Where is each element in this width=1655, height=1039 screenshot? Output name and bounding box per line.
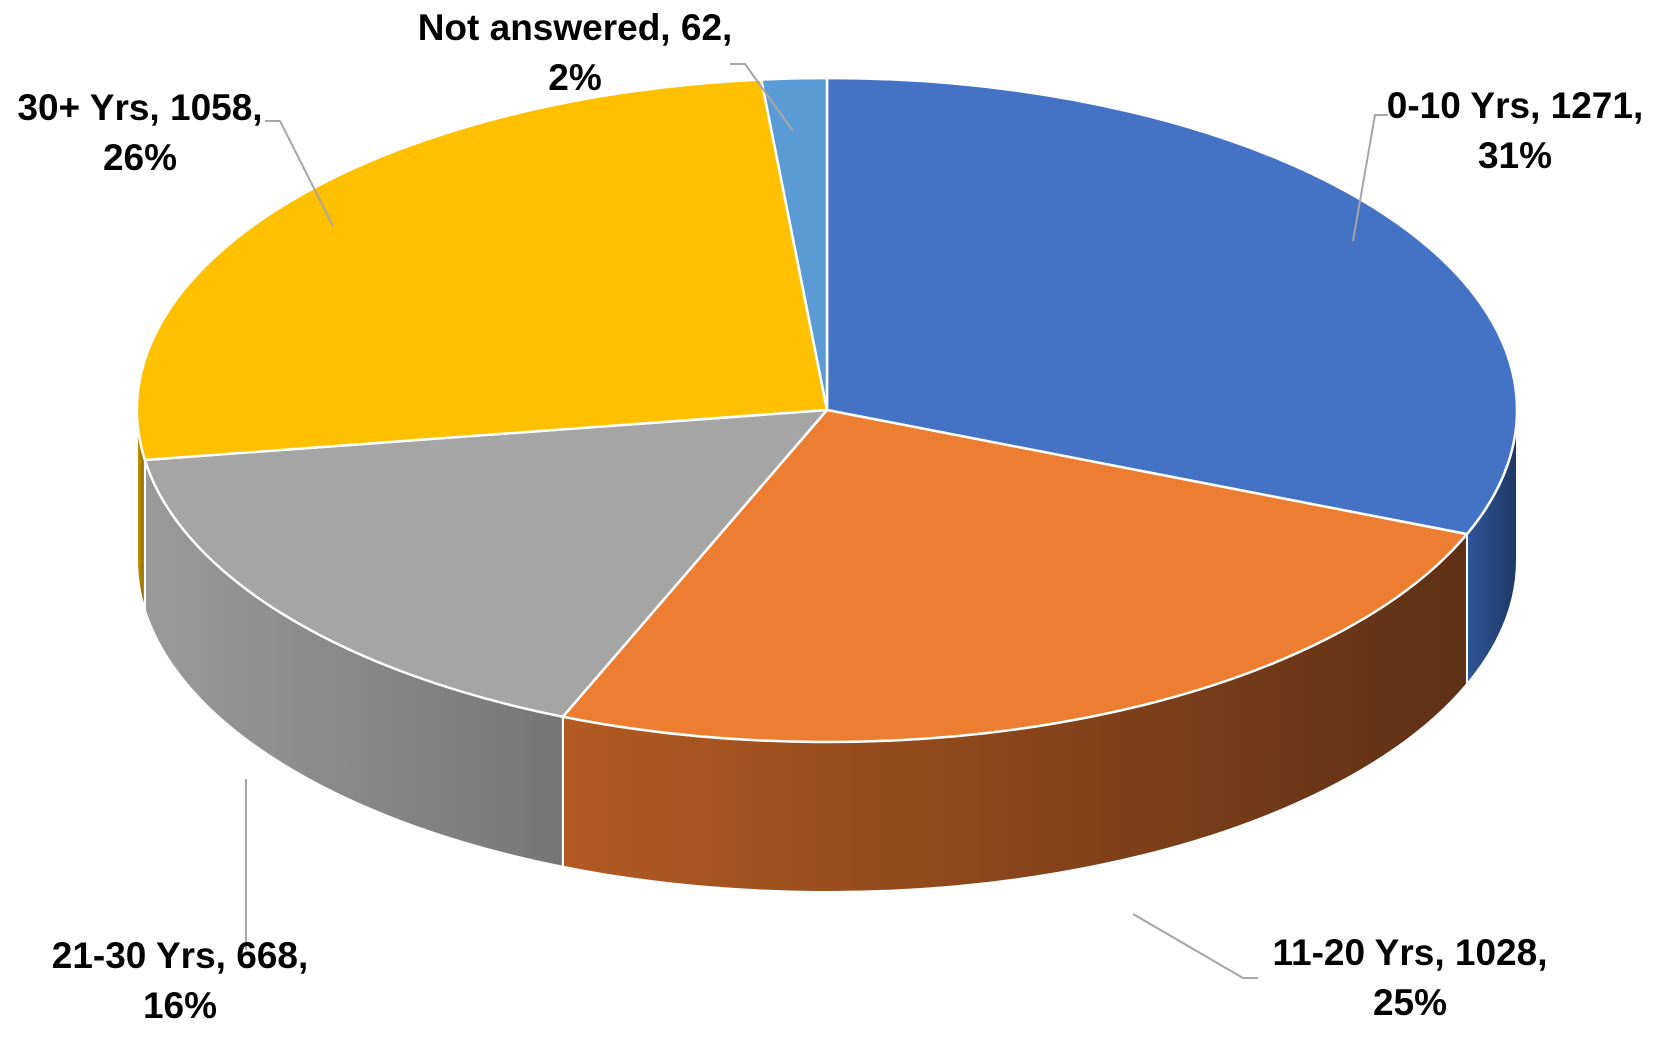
data-label-line1: 0-10 Yrs, 1271,	[1387, 85, 1643, 126]
data-label-line1: 11-20 Yrs, 1028,	[1272, 932, 1547, 973]
leader-line-not-answered	[730, 63, 794, 132]
pie-slice-21-30-yrs	[143, 408, 829, 718]
data-label-0-10-yrs: 0-10 Yrs, 1271, 31%	[1387, 85, 1643, 176]
pie-slice-30-yrs	[135, 78, 829, 462]
pie-slice-0-10-yrs	[825, 76, 1519, 536]
data-labels: 0-10 Yrs, 1271, 31% 11-20 Yrs, 1028, 25% 21-…	[17, 7, 1643, 1026]
data-label-line2: 25%	[1373, 982, 1447, 1023]
data-label-line2: 31%	[1478, 135, 1552, 176]
leader-line-30-yrs	[265, 120, 334, 227]
pie-slice-not-answered	[760, 76, 829, 412]
data-label-line1: 30+ Yrs, 1058,	[17, 87, 262, 128]
data-label-11-20-yrs: 11-20 Yrs, 1028, 25%	[1272, 932, 1547, 1023]
data-label-line2: 2%	[548, 57, 601, 98]
data-label-30-yrs: 30+ Yrs, 1058, 26%	[17, 87, 262, 178]
leader-line-11-20-yrs	[1132, 913, 1258, 979]
data-label-line2: 16%	[143, 985, 217, 1026]
leader-lines	[245, 63, 1388, 979]
data-label-line1: 21-30 Yrs, 668,	[52, 935, 308, 976]
data-label-line2: 26%	[103, 137, 177, 178]
pie-slices	[135, 76, 1519, 744]
data-label-21-30-yrs: 21-30 Yrs, 668, 16%	[52, 935, 308, 1026]
pie-side-walls	[136, 409, 1518, 893]
leader-line-0-10-yrs	[1352, 114, 1388, 242]
data-label-not-answered: Not answered, 62, 2%	[418, 7, 733, 98]
data-label-line1: Not answered, 62,	[418, 7, 733, 48]
pie-slice-11-20-yrs	[561, 408, 1469, 744]
